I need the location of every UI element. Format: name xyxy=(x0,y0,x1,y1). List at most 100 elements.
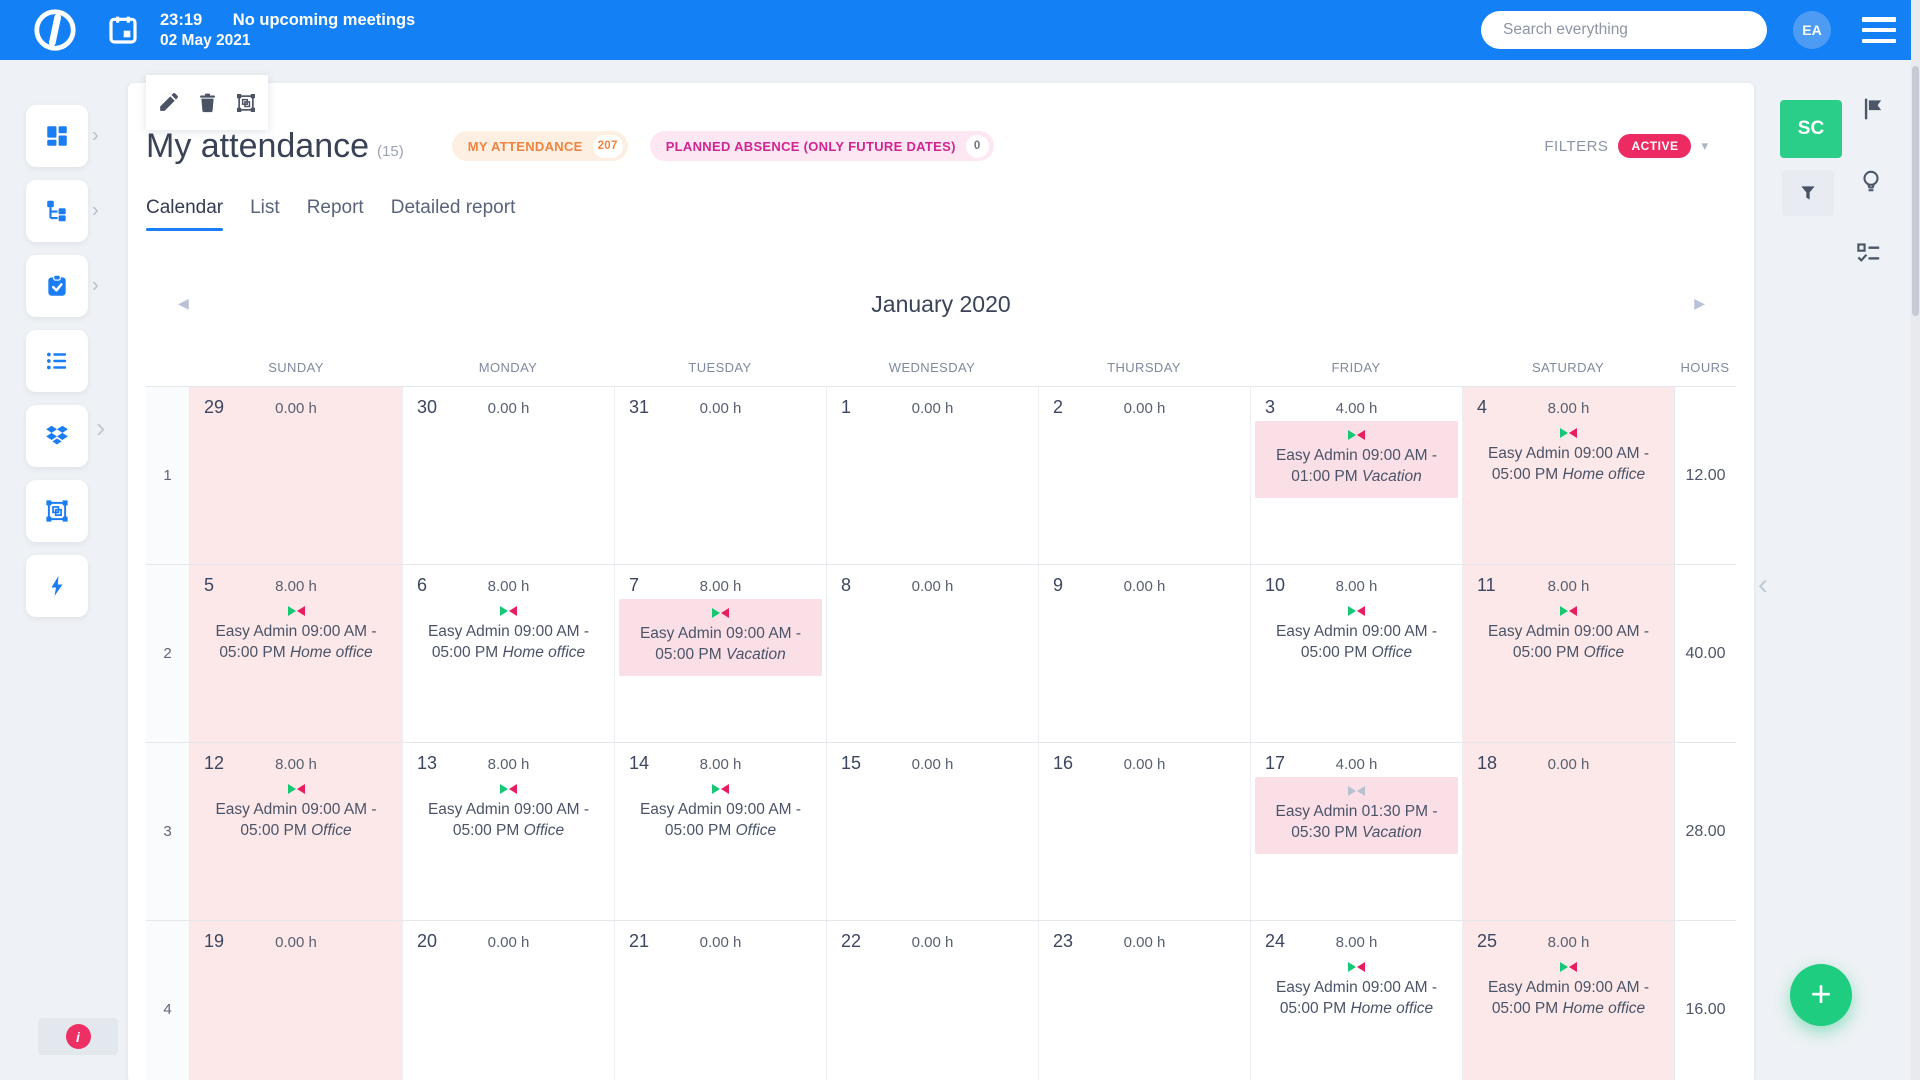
tab-calendar[interactable]: Calendar xyxy=(146,197,224,231)
day-cell[interactable]: 11 8.00 h Easy Admin 09:00 AM - 05:00 PM O… xyxy=(1462,565,1674,742)
attendance-event[interactable]: Easy Admin 09:00 AM - 05:00 PM Office xyxy=(1255,603,1458,664)
event-type: Home office xyxy=(1350,999,1434,1017)
sidebar-item-tasks[interactable]: › xyxy=(26,255,99,317)
day-hours: 0.00 h xyxy=(487,400,530,417)
attendance-event[interactable]: Easy Admin 09:00 AM - 05:00 PM Home offi… xyxy=(194,603,398,664)
add-attendance-button[interactable]: + xyxy=(1790,964,1852,1026)
day-cell[interactable]: 14 8.00 h Easy Admin 09:00 AM - 05:00 PM O… xyxy=(614,743,826,920)
lightbulb-button[interactable] xyxy=(1858,168,1884,199)
day-cell[interactable]: 13 8.00 h Easy Admin 09:00 AM - 05:00 PM O… xyxy=(402,743,614,920)
event-type: Vacation xyxy=(725,645,786,663)
prev-month-button[interactable]: ◀ xyxy=(178,295,189,311)
day-cell[interactable]: 19 0.00 h xyxy=(190,921,402,1080)
day-cell[interactable]: 7 8.00 h Easy Admin 09:00 AM - 05:00 PM Va… xyxy=(614,565,826,742)
planned-absence-badge[interactable]: PLANNED ABSENCE (ONLY FUTURE DATES) 0 xyxy=(649,131,994,161)
sidebar-item-dashboards[interactable]: › xyxy=(26,105,99,167)
delete-trash-icon[interactable] xyxy=(196,92,218,114)
collapse-panel-chevron-icon[interactable]: ‹ xyxy=(1758,568,1768,601)
attendance-event[interactable]: Easy Admin 09:00 AM - 05:00 PM Office xyxy=(194,781,398,842)
day-cell[interactable]: 5 8.00 h Easy Admin 09:00 AM - 05:00 PM Ho… xyxy=(190,565,402,742)
attendance-event[interactable]: Easy Admin 09:00 AM - 01:00 PM Vacation xyxy=(1255,421,1458,498)
day-cell[interactable]: 25 8.00 h Easy Admin 09:00 AM - 05:00 PM H… xyxy=(1462,921,1674,1080)
day-hours: 0.00 h xyxy=(911,934,954,951)
arrival-departure-markers-icon xyxy=(1257,783,1456,798)
sidebar-item-quick-actions[interactable] xyxy=(26,555,88,617)
day-cell[interactable]: 2 0.00 h xyxy=(1038,387,1250,564)
day-cell[interactable]: 18 0.00 h xyxy=(1462,743,1674,920)
filters-dropdown[interactable]: FILTERS ACTIVE ▾ xyxy=(1544,134,1708,158)
attendance-event[interactable]: Easy Admin 09:00 AM - 05:00 PM Home offi… xyxy=(1255,959,1458,1020)
attendance-event[interactable]: Easy Admin 09:00 AM - 05:00 PM Home offi… xyxy=(1467,959,1670,1020)
next-month-button[interactable]: ▶ xyxy=(1694,295,1705,311)
sidebar-item-projects[interactable]: › xyxy=(26,180,99,242)
day-number: 10 xyxy=(1265,575,1286,595)
expand-sidebar-chevron-icon[interactable]: › xyxy=(96,412,106,443)
event-text: Easy Admin 09:00 AM - 05:00 PM Office xyxy=(215,801,377,839)
frame-objects-icon[interactable] xyxy=(235,92,257,114)
sidebar-item-lists[interactable] xyxy=(26,330,88,392)
avatar[interactable]: EA xyxy=(1793,11,1831,49)
flag-button[interactable] xyxy=(1860,96,1886,127)
day-cell[interactable]: 20 0.00 h xyxy=(402,921,614,1080)
saved-filter-sc-button[interactable]: SC xyxy=(1780,100,1842,158)
day-hours: 0.00 h xyxy=(1123,400,1166,417)
attendance-event[interactable]: Easy Admin 09:00 AM - 05:00 PM Office xyxy=(1467,603,1670,664)
scrollbar[interactable] xyxy=(1911,0,1920,1080)
week-number: 4 xyxy=(146,921,190,1080)
attendance-event[interactable]: Easy Admin 09:00 AM - 05:00 PM Home offi… xyxy=(1467,425,1670,486)
attendance-event[interactable]: Easy Admin 09:00 AM - 05:00 PM Vacation xyxy=(619,599,822,676)
day-cell[interactable]: 23 0.00 h xyxy=(1038,921,1250,1080)
sidebar-item-templates[interactable] xyxy=(26,480,88,542)
day-cell[interactable]: 24 8.00 h Easy Admin 09:00 AM - 05:00 PM H… xyxy=(1250,921,1462,1080)
day-cell[interactable]: 31 0.00 h xyxy=(614,387,826,564)
edit-pencil-icon[interactable] xyxy=(157,92,179,114)
app-logo-icon[interactable] xyxy=(32,7,78,53)
day-cell[interactable]: 30 0.00 h xyxy=(402,387,614,564)
day-cell[interactable]: 3 4.00 h Easy Admin 09:00 AM - 01:00 PM Va… xyxy=(1250,387,1462,564)
attendance-event[interactable]: Easy Admin 09:00 AM - 05:00 PM Home offi… xyxy=(407,603,610,664)
my-attendance-badge[interactable]: MY ATTENDANCE 207 xyxy=(451,131,628,161)
tab-detailed-report[interactable]: Detailed report xyxy=(390,197,516,218)
arrival-departure-markers-icon xyxy=(1467,603,1670,618)
day-cell[interactable]: 9 0.00 h xyxy=(1038,565,1250,742)
day-cell[interactable]: 12 8.00 h Easy Admin 09:00 AM - 05:00 PM O… xyxy=(190,743,402,920)
hamburger-menu-icon[interactable] xyxy=(1862,17,1896,43)
filter-funnel-button[interactable] xyxy=(1782,170,1834,216)
day-cell[interactable]: 21 0.00 h xyxy=(614,921,826,1080)
chevron-right-icon[interactable]: › xyxy=(92,124,99,147)
day-cell[interactable]: 10 8.00 h Easy Admin 09:00 AM - 05:00 PM O… xyxy=(1250,565,1462,742)
day-cell[interactable]: 15 0.00 h xyxy=(826,743,1038,920)
chevron-right-icon[interactable]: › xyxy=(92,199,99,222)
event-text: Easy Admin 09:00 AM - 05:00 PM Home offi… xyxy=(215,623,377,661)
day-cell[interactable]: 1 0.00 h xyxy=(826,387,1038,564)
day-cell[interactable]: 6 8.00 h Easy Admin 09:00 AM - 05:00 PM Ho… xyxy=(402,565,614,742)
search-input[interactable] xyxy=(1481,11,1767,49)
checklist-button[interactable] xyxy=(1855,240,1882,272)
day-cell[interactable]: 17 4.00 h Easy Admin 01:30 PM - 05:30 PM V… xyxy=(1250,743,1462,920)
day-cell[interactable]: 22 0.00 h xyxy=(826,921,1038,1080)
day-number: 20 xyxy=(417,931,438,951)
event-text: Easy Admin 09:00 AM - 05:00 PM Home offi… xyxy=(1275,979,1438,1017)
day-cell[interactable]: 8 0.00 h xyxy=(826,565,1038,742)
project-tree-icon xyxy=(47,200,66,222)
info-button[interactable]: i xyxy=(38,1018,118,1055)
tab-list[interactable]: List xyxy=(250,197,280,218)
day-hours: 0.00 h xyxy=(487,934,530,951)
attendance-event[interactable]: Easy Admin 09:00 AM - 05:00 PM Office xyxy=(407,781,610,842)
sidebar-item-dropbox[interactable] xyxy=(26,405,88,467)
arrival-departure-markers-icon xyxy=(194,781,398,796)
day-hours: 0.00 h xyxy=(275,400,317,417)
lightning-icon xyxy=(51,576,63,596)
scrollbar-thumb[interactable] xyxy=(1912,66,1919,316)
badge-label: PLANNED ABSENCE (ONLY FUTURE DATES) xyxy=(665,138,956,154)
day-cell[interactable]: 16 0.00 h xyxy=(1038,743,1250,920)
chevron-right-icon[interactable]: › xyxy=(92,274,99,297)
tab-report[interactable]: Report xyxy=(306,197,364,218)
day-cell[interactable]: 29 0.00 h xyxy=(190,387,402,564)
meetings-calendar-icon[interactable] xyxy=(106,13,140,47)
attendance-event[interactable]: Easy Admin 01:30 PM - 05:30 PM Vacation xyxy=(1255,777,1458,854)
day-number: 23 xyxy=(1053,931,1074,951)
attendance-event[interactable]: Easy Admin 09:00 AM - 05:00 PM Office xyxy=(619,781,822,842)
day-cell[interactable]: 4 8.00 h Easy Admin 09:00 AM - 05:00 PM Ho… xyxy=(1462,387,1674,564)
day-hours: 0.00 h xyxy=(699,934,742,951)
